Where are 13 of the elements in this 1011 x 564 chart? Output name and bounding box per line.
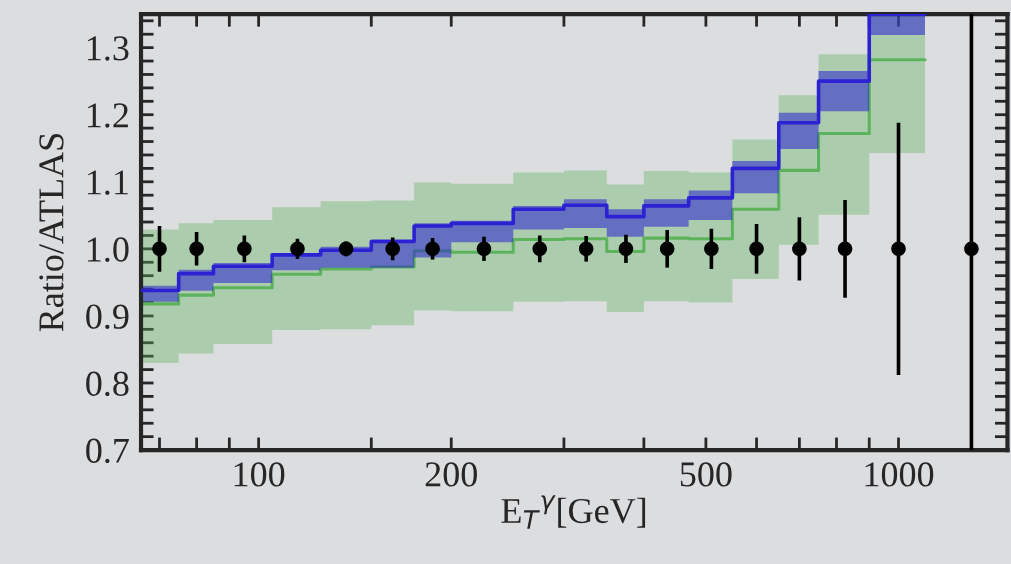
x-tick-label: 200: [425, 462, 477, 487]
y-tick-label: 1.2: [87, 103, 128, 128]
y-tick-label: 0.8: [86, 371, 129, 397]
y-tick-label: 0.9: [86, 304, 129, 329]
x-tick-label: 500: [680, 462, 732, 487]
y-tick-label: 1.3: [87, 36, 129, 61]
y-tick-label: 1.0: [87, 237, 129, 262]
x-axis-title: E$_{T}$$^{γ}$[GeV]: [501, 495, 646, 529]
y-axis-title: Ratio/ATLAS: [39, 134, 64, 332]
x-tick-label: 100: [234, 462, 285, 487]
y-tick-label: 1.1: [87, 170, 128, 195]
y-tick-label: 0.7: [86, 438, 129, 464]
x-tick-label: 1000: [865, 462, 934, 487]
